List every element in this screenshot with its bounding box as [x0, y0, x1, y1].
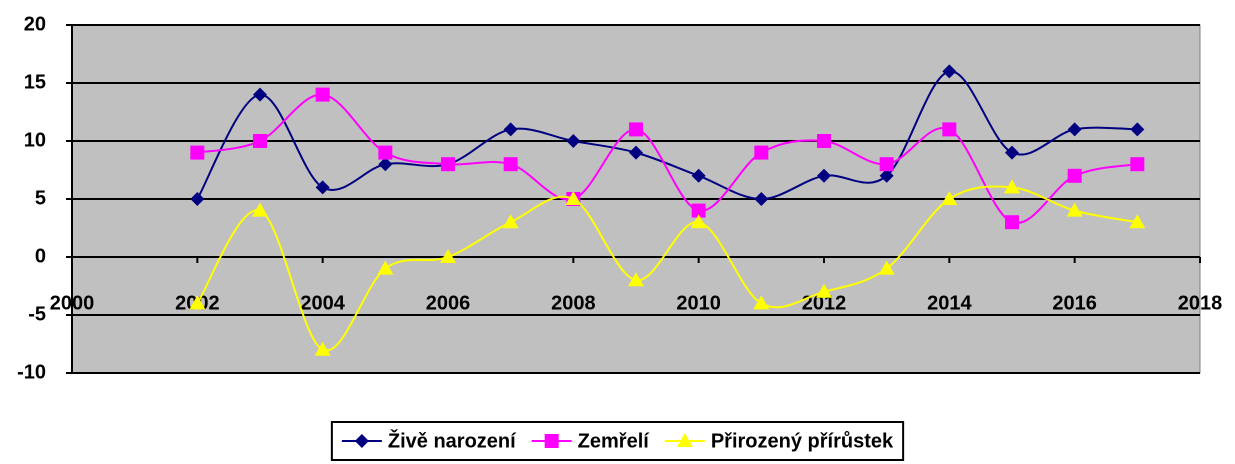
marker: [378, 145, 393, 160]
marker: [565, 191, 582, 205]
y-tick-label: 0: [35, 245, 46, 267]
y-tick-label: -5: [28, 303, 46, 325]
marker: [941, 191, 958, 205]
marker: [440, 249, 456, 263]
marker: [253, 134, 267, 148]
marker: [1130, 157, 1145, 172]
marker: [1067, 122, 1082, 137]
marker: [878, 260, 895, 275]
x-tick-label: 2012: [802, 292, 847, 314]
x-tick-label: 2000: [50, 292, 95, 314]
marker: [629, 122, 643, 137]
marker: [879, 157, 894, 172]
marker: [377, 260, 394, 275]
y-tick-label: 10: [24, 129, 46, 151]
marker: [690, 214, 707, 229]
marker: [816, 283, 832, 298]
legend-label: Zemřelí: [578, 430, 651, 452]
marker: [378, 157, 393, 172]
marker: [753, 295, 770, 310]
legend: Živě narození Zemřelí Přirozený přírůstek: [330, 421, 905, 461]
marker: [942, 64, 957, 79]
marker: [691, 168, 706, 183]
x-tick-label: 2016: [1052, 292, 1097, 314]
marker: [1067, 168, 1082, 183]
legend-box: [330, 421, 905, 461]
x-tick-label: 2018: [1178, 292, 1223, 314]
y-tick-label: 20: [24, 13, 46, 35]
marker: [629, 145, 643, 160]
marker: [503, 157, 518, 172]
marker: [314, 341, 331, 356]
x-tick-label: 2010: [676, 292, 721, 314]
marker: [441, 157, 455, 172]
marker: [628, 272, 644, 287]
marker: [502, 214, 519, 229]
marker: [817, 134, 831, 148]
marker: [503, 122, 518, 137]
marker: [817, 168, 831, 183]
marker: [566, 134, 581, 148]
marker: [315, 87, 330, 102]
marker: [879, 168, 894, 183]
marker: [691, 203, 706, 218]
marker: [252, 202, 268, 217]
marker: [190, 192, 205, 206]
marker: [676, 433, 693, 447]
series-line: [197, 93, 1138, 225]
x-tick-label: 2008: [551, 292, 596, 314]
legend-item: Zemřelí: [531, 430, 651, 452]
legend-label: Přirozený přírůstek: [711, 430, 894, 452]
marker: [754, 192, 769, 206]
marker: [1130, 122, 1145, 137]
x-tick-label: 2014: [927, 292, 972, 314]
marker: [315, 180, 330, 195]
marker: [354, 434, 369, 448]
legend-item: Živě narození: [341, 428, 517, 452]
legend-label: Živě narození: [388, 428, 517, 452]
marker: [1004, 179, 1020, 194]
y-tick-label: 5: [35, 187, 46, 209]
marker: [1129, 214, 1146, 229]
x-tick-label: 2006: [426, 292, 471, 314]
y-tick-label: 15: [24, 71, 46, 93]
marker: [1005, 215, 1019, 230]
marker: [544, 434, 559, 448]
y-tick-label: -10: [17, 361, 46, 383]
legend-item: Přirozený přírůstek: [664, 430, 894, 452]
marker: [754, 145, 769, 160]
marker: [1066, 202, 1083, 217]
marker: [190, 145, 205, 160]
marker: [1005, 145, 1019, 160]
x-tick-label: 2004: [300, 292, 345, 314]
marker: [189, 295, 206, 310]
marker: [942, 122, 957, 137]
marker: [253, 87, 267, 102]
